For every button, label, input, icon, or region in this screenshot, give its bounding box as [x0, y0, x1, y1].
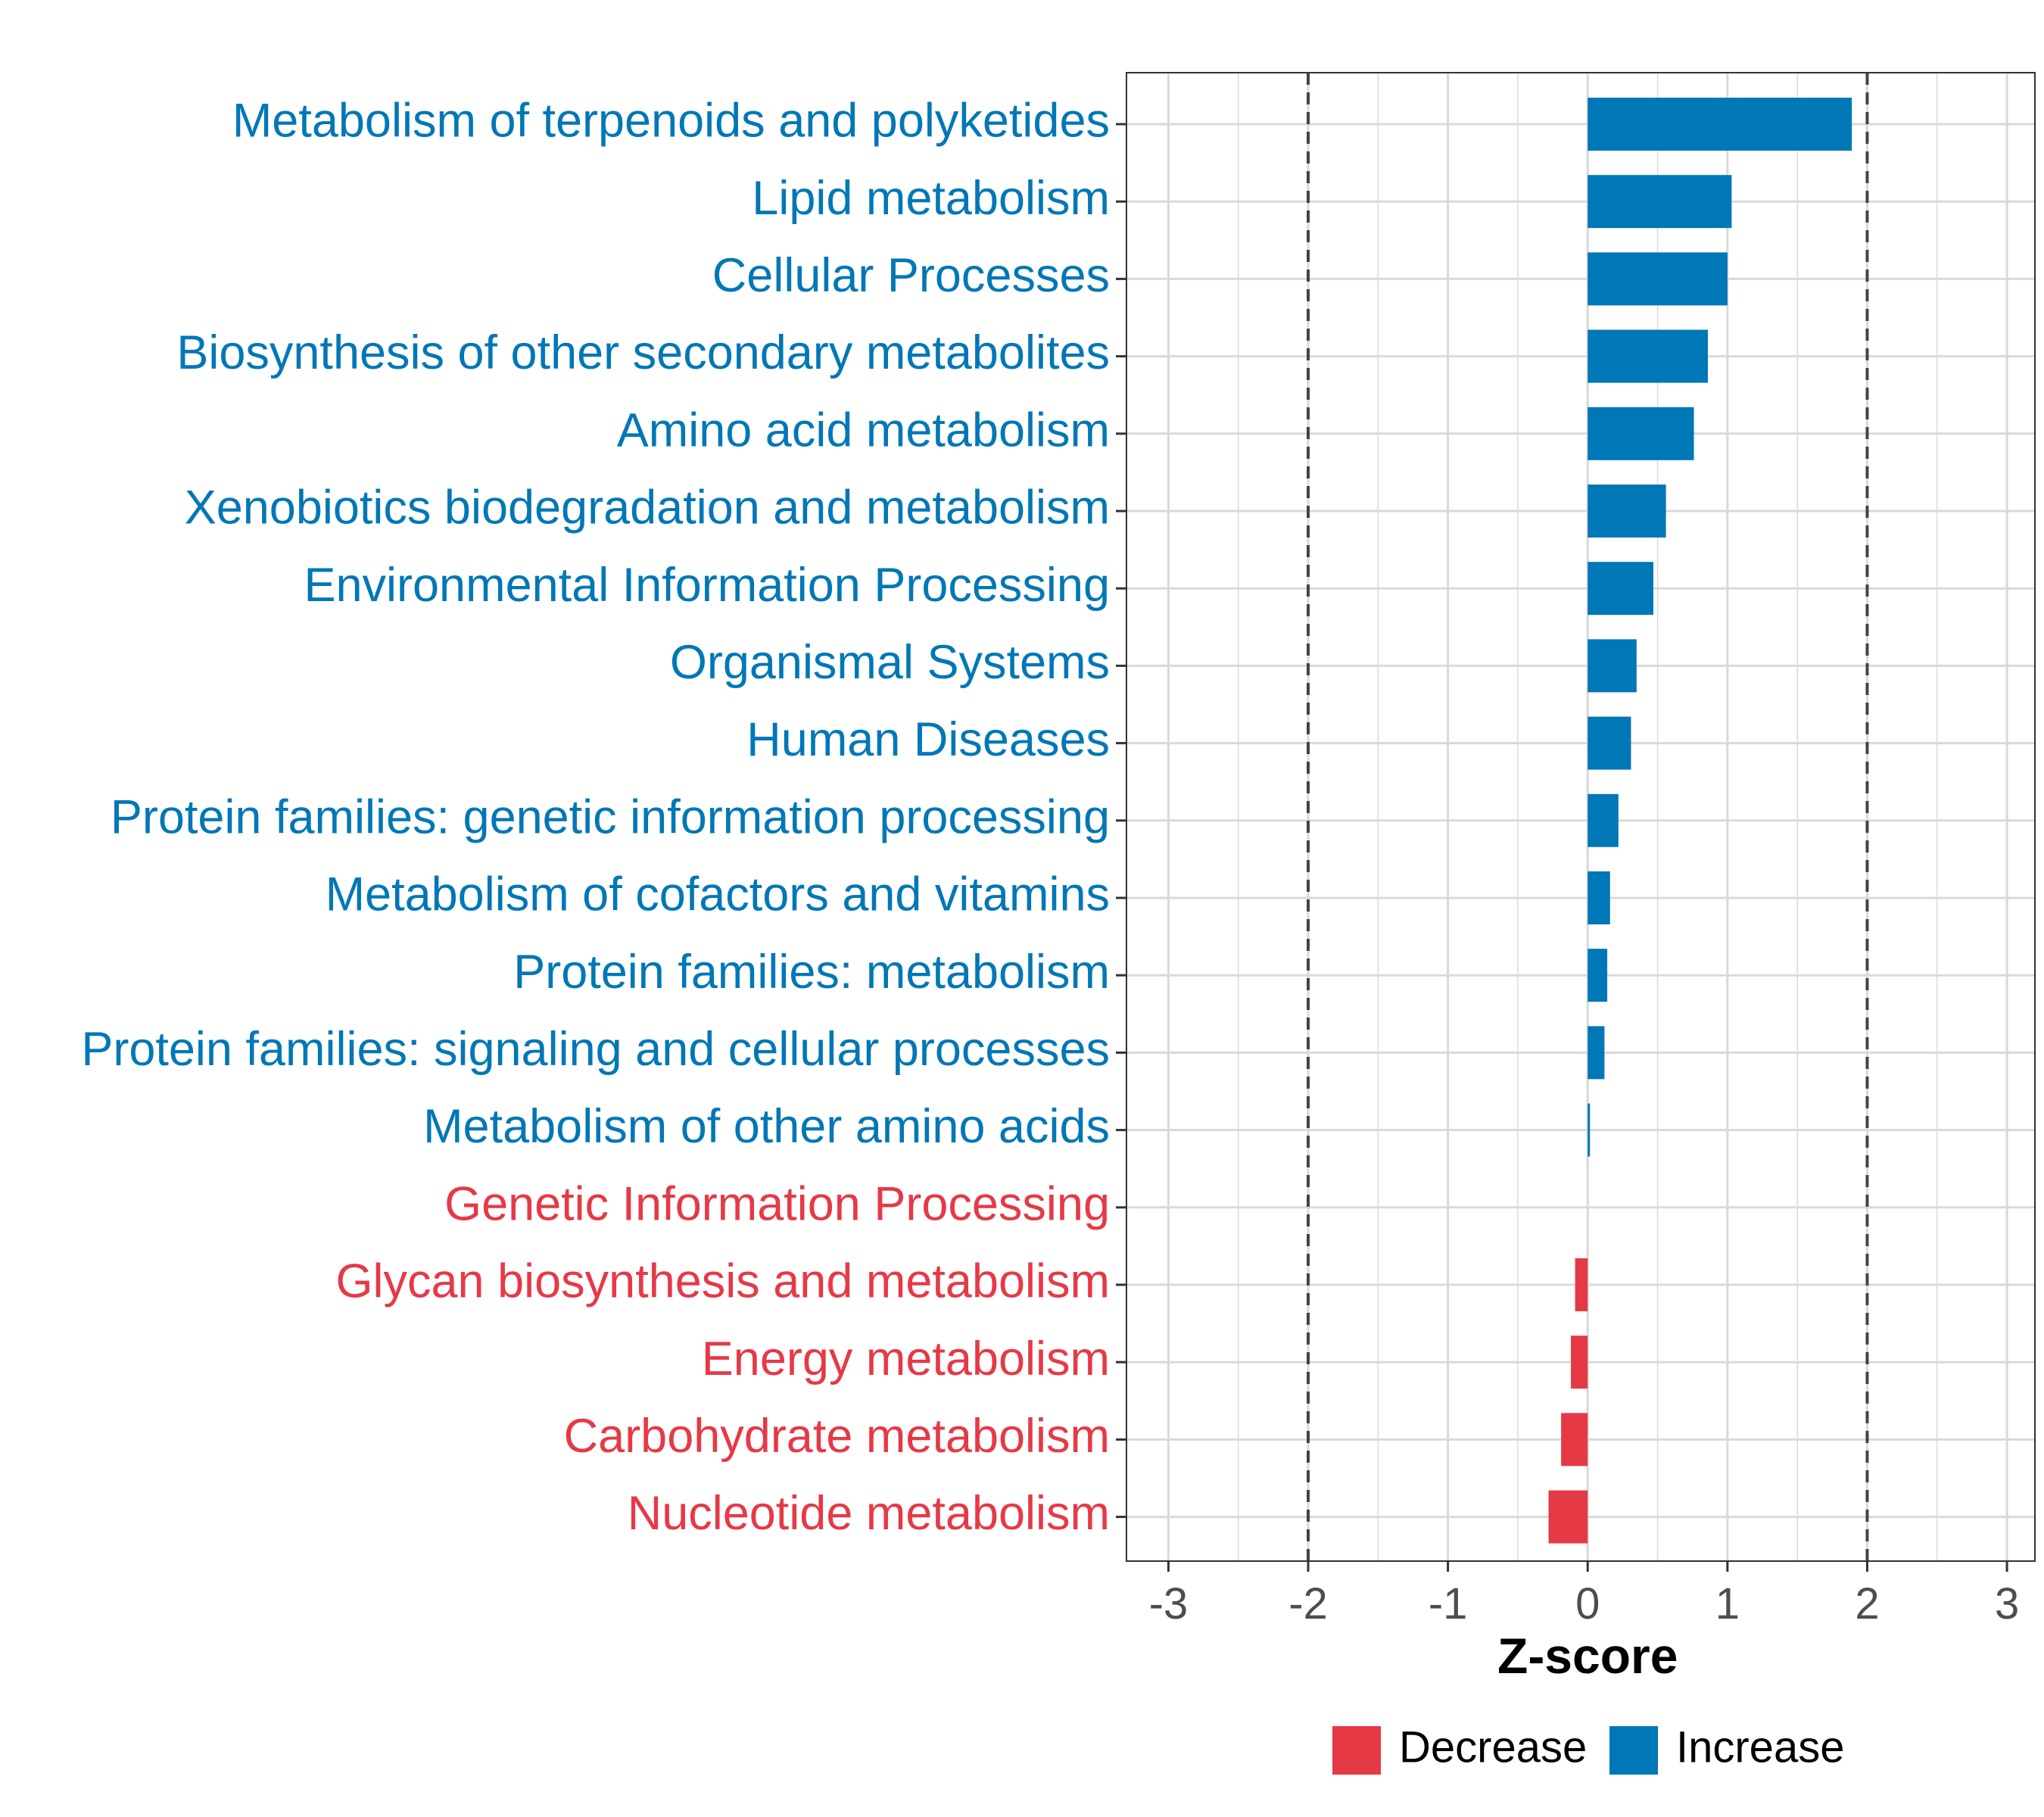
y-tick-label: Glycan biosynthesis and metabolism: [336, 1255, 1111, 1308]
x-axis-title: Z-score: [1497, 1628, 1678, 1684]
bar: [1588, 871, 1610, 924]
bar-layer: [1548, 98, 1852, 1544]
panel-border: [1126, 72, 2036, 1562]
x-tick-label: 3: [1995, 1579, 2019, 1628]
y-tick-label: Energy metabolism: [702, 1332, 1110, 1385]
y-tick-label: Human Diseases: [746, 713, 1110, 766]
bar: [1588, 252, 1728, 306]
bar: [1561, 1413, 1588, 1466]
grid-layer: [1126, 73, 2035, 1561]
bar: [1588, 639, 1637, 693]
x-tick-label: 2: [1855, 1579, 1879, 1628]
y-tick-label: Cellular Processes: [712, 249, 1110, 302]
y-tick-label: Protein families: genetic information pr…: [111, 790, 1110, 843]
y-tick-label: Protein families: signaling and cellular…: [81, 1023, 1110, 1076]
x-tick-label: -3: [1149, 1579, 1189, 1628]
y-tick-label: Organismal Systems: [670, 636, 1110, 689]
legend: Decrease Increase: [1332, 1722, 1844, 1775]
threshold-layer: [1307, 73, 1869, 1561]
y-tick-label: Xenobiotics biodegradation and metabolis…: [185, 482, 1110, 535]
y-tick-label: Protein families: metabolism: [513, 946, 1110, 999]
y-tick-label: Lipid metabolism: [752, 172, 1110, 225]
bar: [1548, 1490, 1588, 1544]
bar: [1588, 793, 1619, 847]
x-axis: -3 -2 -1 0 1 2 3: [1149, 1561, 2019, 1628]
legend-label-increase: Increase: [1676, 1722, 1844, 1772]
y-tick-label: Genetic Information Processing: [444, 1177, 1110, 1230]
bar: [1588, 1026, 1605, 1080]
y-tick-label: Environmental Information Processing: [304, 559, 1110, 612]
bar: [1588, 485, 1666, 538]
y-tick-label: Metabolism of cofactors and vitamins: [326, 868, 1110, 921]
y-axis: Metabolism of terpenoids and polyketides…: [81, 95, 1126, 1540]
bar: [1571, 1335, 1588, 1389]
bar: [1588, 407, 1694, 460]
bar: [1588, 175, 1732, 229]
y-tick-label: Amino acid metabolism: [617, 404, 1110, 457]
x-tick-label: -1: [1429, 1579, 1468, 1628]
y-tick-label: Nucleotide metabolism: [628, 1487, 1110, 1540]
x-tick-label: -2: [1288, 1579, 1328, 1628]
bar: [1588, 98, 1852, 151]
bar: [1588, 1103, 1591, 1157]
bar: [1575, 1258, 1588, 1311]
x-tick-label: 0: [1575, 1579, 1600, 1628]
y-tick-label: Biosynthesis of other secondary metaboli…: [176, 326, 1110, 379]
x-tick-label: 1: [1715, 1579, 1740, 1628]
legend-swatch-increase: [1609, 1726, 1658, 1775]
y-tick-label: Carbohydrate metabolism: [564, 1410, 1110, 1463]
legend-label-decrease: Decrease: [1399, 1722, 1587, 1772]
y-tick-label: Metabolism of terpenoids and polyketides: [232, 95, 1110, 148]
panel-background: [1126, 73, 2035, 1561]
bar: [1588, 329, 1708, 383]
bar: [1588, 562, 1653, 616]
bar: [1588, 716, 1631, 770]
bar: [1588, 949, 1608, 1002]
legend-swatch-decrease: [1332, 1726, 1381, 1775]
y-tick-label: Metabolism of other amino acids: [423, 1100, 1110, 1153]
